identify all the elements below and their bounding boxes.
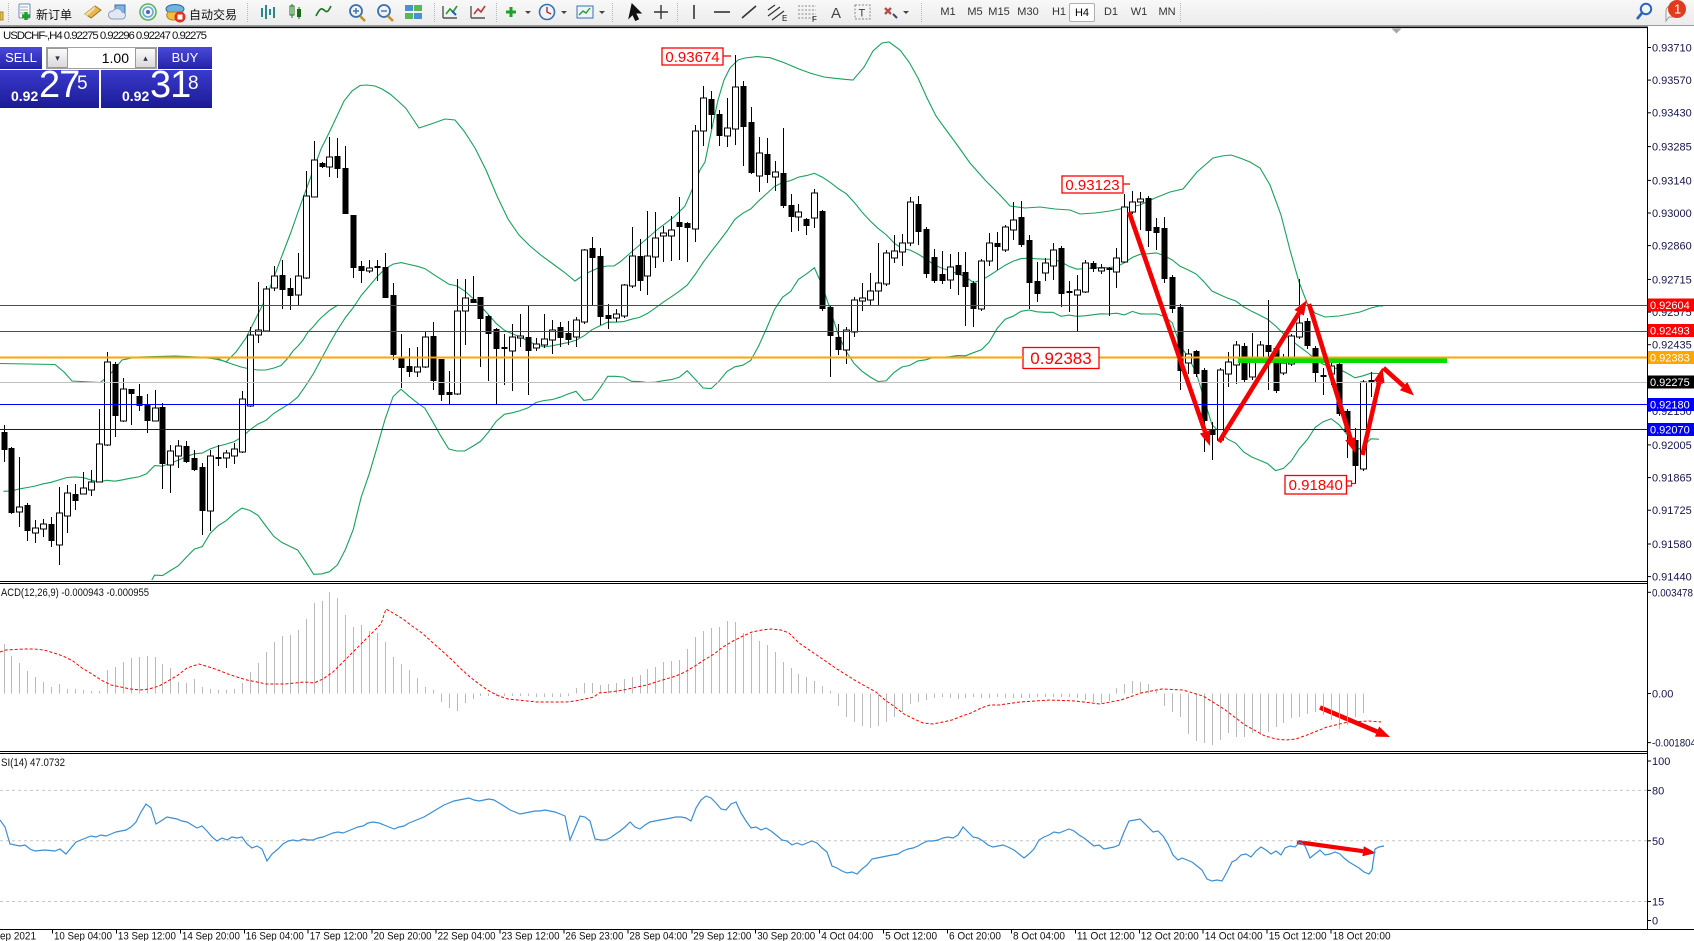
svg-text:17 Sep 12:00: 17 Sep 12:00 <box>310 931 368 941</box>
svg-text:0.92715: 0.92715 <box>1652 274 1692 286</box>
svg-text:0.93285: 0.93285 <box>1652 142 1692 154</box>
svg-text:F: F <box>812 15 817 24</box>
svg-text:13 Sep 12:00: 13 Sep 12:00 <box>118 931 176 941</box>
svg-text:0.91840: 0.91840 <box>1289 477 1343 494</box>
svg-text:0.93710: 0.93710 <box>1652 43 1692 55</box>
svg-text:0.92383: 0.92383 <box>1650 353 1690 365</box>
svg-text:15 Oct 12:00: 15 Oct 12:00 <box>1269 931 1327 941</box>
svg-text:100: 100 <box>1652 756 1670 768</box>
svg-text:0.91440: 0.91440 <box>1652 572 1692 584</box>
svg-text:20 Sep 20:00: 20 Sep 20:00 <box>374 931 432 941</box>
svg-text:0: 0 <box>1652 916 1658 928</box>
svg-text:0.92860: 0.92860 <box>1652 241 1692 253</box>
svg-text:SI(14) 47.0732: SI(14) 47.0732 <box>1 757 65 769</box>
svg-text:1: 1 <box>1674 2 1681 17</box>
svg-text:-0.001804: -0.001804 <box>1652 738 1694 750</box>
svg-text:T: T <box>859 8 866 20</box>
svg-text:0.92005: 0.92005 <box>1652 440 1692 452</box>
svg-text:50: 50 <box>1652 836 1664 848</box>
svg-text:0.93000: 0.93000 <box>1652 208 1692 220</box>
svg-text:E: E <box>782 14 787 23</box>
svg-text:30 Sep 20:00: 30 Sep 20:00 <box>757 931 815 941</box>
svg-text:0.93674: 0.93674 <box>665 49 719 66</box>
svg-text:0.93570: 0.93570 <box>1652 75 1692 87</box>
svg-text:0.92070: 0.92070 <box>1650 425 1690 437</box>
svg-text:0.92275: 0.92275 <box>1650 377 1690 389</box>
svg-text:0.003478: 0.003478 <box>1652 587 1693 599</box>
svg-text:16 Sep 04:00: 16 Sep 04:00 <box>246 931 304 941</box>
svg-text:0.93430: 0.93430 <box>1652 108 1692 120</box>
svg-text:22 Sep 04:00: 22 Sep 04:00 <box>438 931 496 941</box>
svg-text:14 Sep 20:00: 14 Sep 20:00 <box>182 931 240 941</box>
svg-text:11 Oct 12:00: 11 Oct 12:00 <box>1077 931 1135 941</box>
svg-text:28 Sep 04:00: 28 Sep 04:00 <box>629 931 687 941</box>
svg-text:0.00: 0.00 <box>1652 689 1673 701</box>
svg-text:0.92493: 0.92493 <box>1650 326 1690 338</box>
svg-text:0.92604: 0.92604 <box>1650 300 1690 312</box>
svg-text:ep 2021: ep 2021 <box>0 931 36 941</box>
svg-text:A: A <box>831 5 841 22</box>
svg-text:0.92180: 0.92180 <box>1650 400 1690 412</box>
svg-text:12 Oct 20:00: 12 Oct 20:00 <box>1141 931 1199 941</box>
svg-text:6 Oct 20:00: 6 Oct 20:00 <box>949 931 1001 941</box>
svg-text:14 Oct 04:00: 14 Oct 04:00 <box>1205 931 1263 941</box>
svg-text:23 Sep 12:00: 23 Sep 12:00 <box>502 931 560 941</box>
svg-text:ACD(12,26,9) -0.000943 -0.0009: ACD(12,26,9) -0.000943 -0.000955 <box>1 587 149 599</box>
svg-text:0.93123: 0.93123 <box>1065 177 1119 194</box>
svg-text:15: 15 <box>1652 897 1664 909</box>
svg-text:0.92383: 0.92383 <box>1030 349 1091 368</box>
svg-text:18 Oct 20:00: 18 Oct 20:00 <box>1333 931 1391 941</box>
svg-text:0.93140: 0.93140 <box>1652 175 1692 187</box>
svg-text:0.91865: 0.91865 <box>1652 473 1692 485</box>
svg-text:8 Oct 04:00: 8 Oct 04:00 <box>1013 931 1065 941</box>
svg-text:0.91725: 0.91725 <box>1652 505 1692 517</box>
svg-text:80: 80 <box>1652 785 1664 797</box>
svg-text:0.91580: 0.91580 <box>1652 539 1692 551</box>
svg-text:26 Sep 23:00: 26 Sep 23:00 <box>565 931 623 941</box>
svg-text:0.92435: 0.92435 <box>1652 340 1692 352</box>
svg-text:5 Oct 12:00: 5 Oct 12:00 <box>885 931 937 941</box>
svg-text:29 Sep 12:00: 29 Sep 12:00 <box>693 931 751 941</box>
svg-text:USDCHF-,H4 0.92275 0.92296 0.: USDCHF-,H4 0.92275 0.92296 0.92247 0.922… <box>3 30 207 42</box>
svg-text:10 Sep 04:00: 10 Sep 04:00 <box>54 931 112 941</box>
svg-text:4 Oct 04:00: 4 Oct 04:00 <box>821 931 873 941</box>
